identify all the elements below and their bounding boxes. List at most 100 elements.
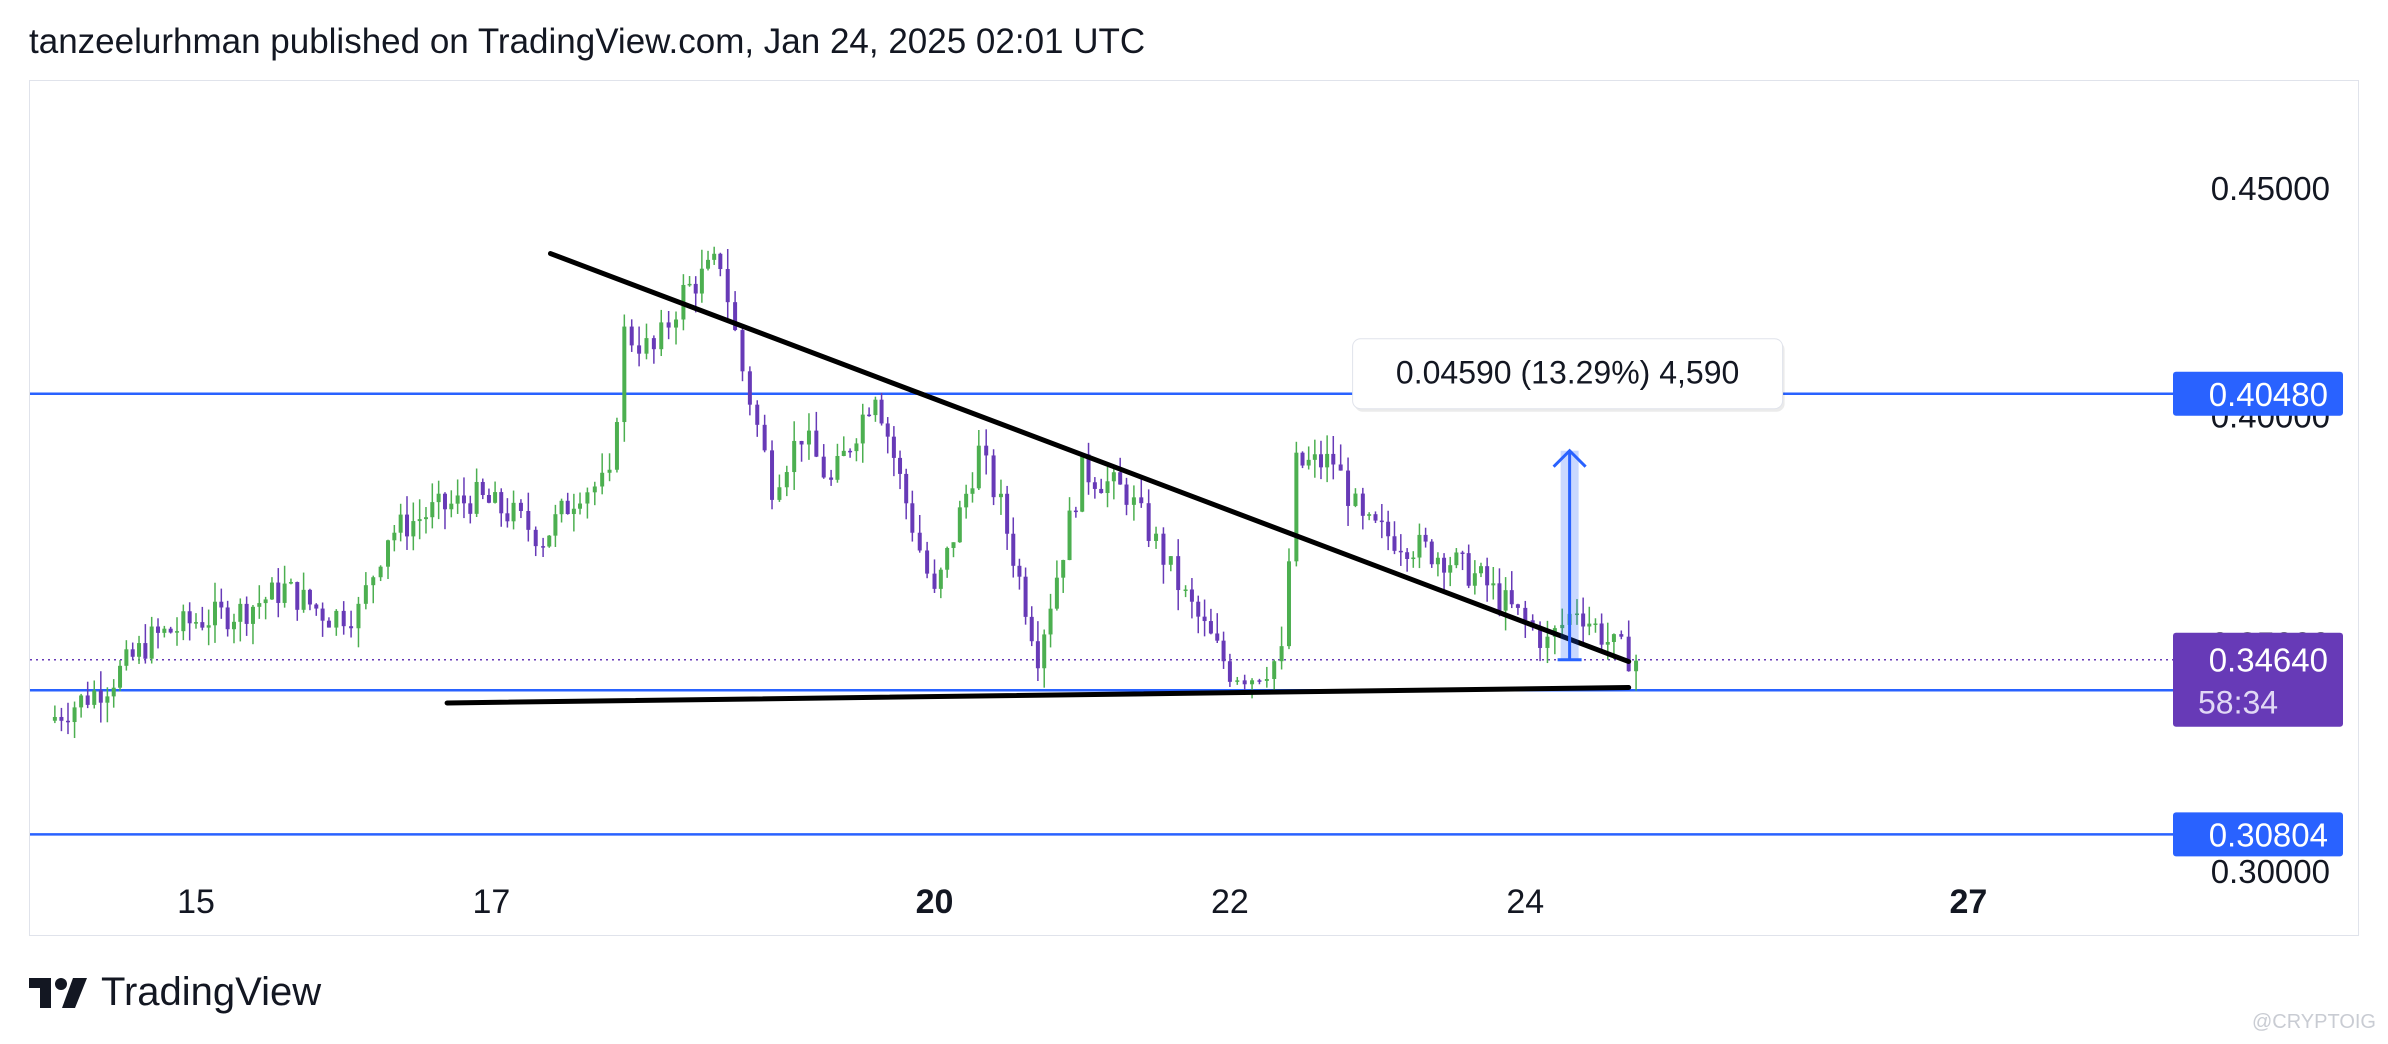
candle-body[interactable] <box>1042 634 1047 669</box>
candle-body[interactable] <box>945 547 950 570</box>
candle-body[interactable] <box>1318 454 1323 468</box>
candle-body[interactable] <box>770 450 775 500</box>
candle-body[interactable] <box>1105 481 1110 494</box>
candle-body[interactable] <box>307 589 312 605</box>
candle-body[interactable] <box>1429 541 1434 565</box>
candle-body[interactable] <box>392 532 397 541</box>
candle-body[interactable] <box>1099 488 1104 494</box>
candle-body[interactable] <box>799 440 804 445</box>
candle-body[interactable] <box>600 472 605 487</box>
candle-body[interactable] <box>1581 613 1586 627</box>
candle-body[interactable] <box>156 626 161 633</box>
candle-body[interactable] <box>1086 454 1091 483</box>
candle-body[interactable] <box>938 569 943 589</box>
candle-body[interactable] <box>442 493 447 510</box>
candle-body[interactable] <box>1379 520 1384 523</box>
candle-body[interactable] <box>314 604 319 609</box>
candle-body[interactable] <box>1405 552 1410 559</box>
candle-body[interactable] <box>1331 453 1336 465</box>
candle-body[interactable] <box>1605 642 1610 645</box>
candle-body[interactable] <box>356 603 361 629</box>
candle-body[interactable] <box>755 404 760 425</box>
candle-body[interactable] <box>1215 633 1220 641</box>
candle-body[interactable] <box>1264 679 1269 681</box>
candle-body[interactable] <box>1257 680 1262 682</box>
candle-body[interactable] <box>976 445 981 489</box>
candle-body[interactable] <box>518 502 523 511</box>
candle-body[interactable] <box>1017 565 1022 577</box>
candle-body[interactable] <box>149 626 154 659</box>
candle-body[interactable] <box>1338 464 1343 471</box>
candle-body[interactable] <box>1312 454 1317 460</box>
candle-body[interactable] <box>854 443 859 452</box>
candle-body[interactable] <box>423 517 428 520</box>
candle-body[interactable] <box>282 583 287 603</box>
candle-body[interactable] <box>430 502 435 518</box>
candle-body[interactable] <box>1202 616 1207 622</box>
candle-body[interactable] <box>607 469 612 473</box>
candle-body[interactable] <box>85 695 90 705</box>
candle-body[interactable] <box>480 481 485 496</box>
candle-body[interactable] <box>1168 556 1173 565</box>
candle-body[interactable] <box>970 488 975 494</box>
candle-body[interactable] <box>1161 533 1166 565</box>
candle-body[interactable] <box>436 493 441 503</box>
candle-body[interactable] <box>1054 577 1059 609</box>
candle-body[interactable] <box>1538 627 1543 648</box>
candle-body[interactable] <box>1272 661 1277 680</box>
candle-body[interactable] <box>1392 536 1397 551</box>
candle-body[interactable] <box>386 540 391 567</box>
tradingview-logo[interactable]: TradingView <box>29 970 321 1015</box>
candle-body[interactable] <box>1242 680 1247 685</box>
candle-body[interactable] <box>571 508 576 515</box>
support-trendline[interactable] <box>444 684 1632 706</box>
candle-body[interactable] <box>1325 453 1330 468</box>
candle-body[interactable] <box>841 450 846 456</box>
candle-body[interactable] <box>1139 497 1144 504</box>
candle-body[interactable] <box>405 514 409 537</box>
candle-body[interactable] <box>1503 590 1508 611</box>
candle-body[interactable] <box>1417 534 1422 558</box>
candle-body[interactable] <box>1435 557 1440 565</box>
candle-body[interactable] <box>105 696 110 703</box>
candle-body[interactable] <box>1346 470 1351 506</box>
candle-body[interactable] <box>231 621 236 630</box>
candle-body[interactable] <box>194 622 198 624</box>
candle-body[interactable] <box>733 302 738 331</box>
candle-body[interactable] <box>904 473 909 504</box>
candle-body[interactable] <box>449 503 454 510</box>
candle-body[interactable] <box>225 607 230 630</box>
candle-body[interactable] <box>168 628 173 633</box>
candle-body[interactable] <box>59 716 64 721</box>
candle-body[interactable] <box>553 514 558 536</box>
candle-body[interactable] <box>363 585 368 604</box>
candle-body[interactable] <box>659 322 664 350</box>
candle-body[interactable] <box>511 502 516 522</box>
chart-frame[interactable]: 0.04590 (13.29%) 4,5900.450000.400000.35… <box>29 80 2359 936</box>
candle-body[interactable] <box>1454 552 1459 566</box>
candle-body[interactable] <box>578 503 583 509</box>
candle-body[interactable] <box>1593 623 1598 625</box>
candle-body[interactable] <box>629 326 634 346</box>
candle-body[interactable] <box>792 440 797 473</box>
current-price-label-box[interactable] <box>2173 632 2343 727</box>
candle-body[interactable] <box>873 399 878 416</box>
candle-body[interactable] <box>1587 623 1592 627</box>
candle-body[interactable] <box>295 582 300 610</box>
candle-body[interactable] <box>585 492 590 504</box>
candle-body[interactable] <box>957 507 962 543</box>
candle-body[interactable] <box>1373 514 1378 521</box>
candle-body[interactable] <box>666 322 671 328</box>
candle-body[interactable] <box>1574 613 1579 616</box>
candle-body[interactable] <box>592 486 597 493</box>
candle-body[interactable] <box>1460 552 1465 554</box>
candle-body[interactable] <box>1423 534 1428 542</box>
candle-body[interactable] <box>1073 510 1078 513</box>
candle-body[interactable] <box>455 495 460 504</box>
candle-body[interactable] <box>238 603 243 622</box>
candle-body[interactable] <box>263 599 268 604</box>
candle-body[interactable] <box>964 493 969 508</box>
candle-body[interactable] <box>1485 566 1490 586</box>
candle-body[interactable] <box>1619 634 1624 637</box>
candle-body[interactable] <box>1491 583 1496 586</box>
